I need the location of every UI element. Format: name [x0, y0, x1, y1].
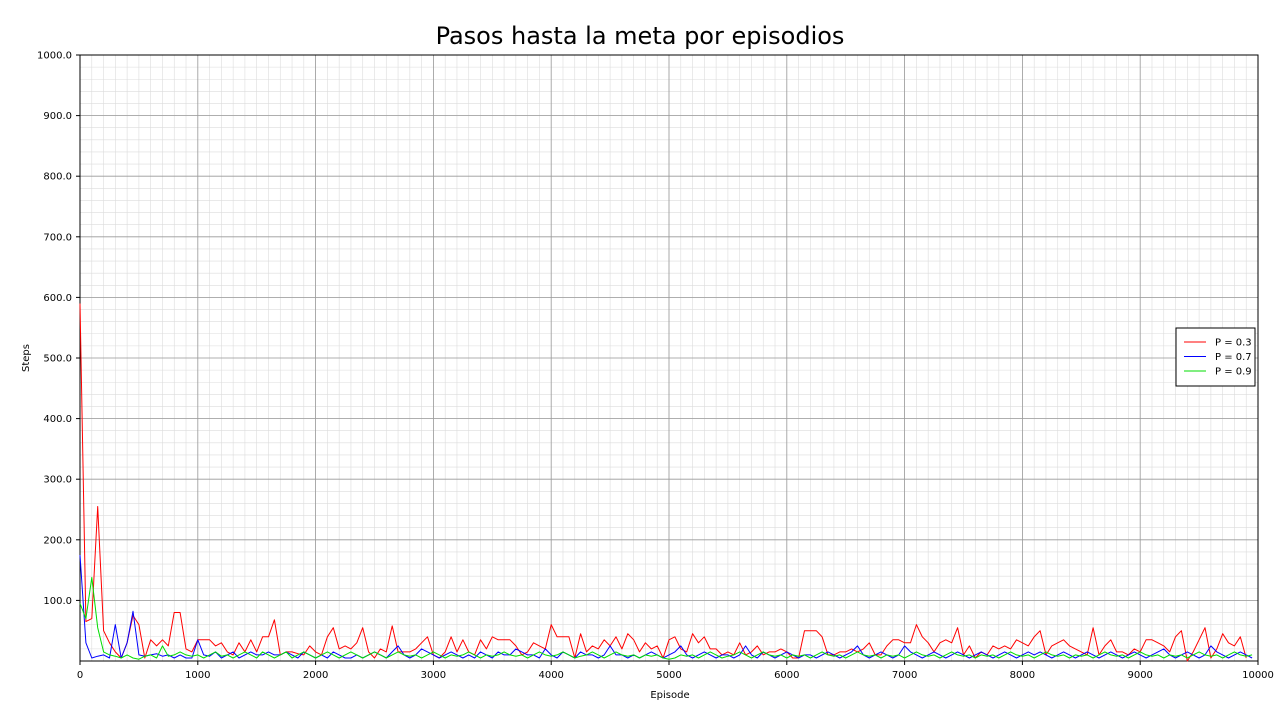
x-tick-label: 1000 — [185, 670, 210, 681]
x-tick-label: 5000 — [656, 670, 681, 681]
y-axis-ticks: 100.0 200.0 300.0 400.0 500.0 600.0 700.0 800.0… — [37, 51, 80, 607]
x-tick-label: 9000 — [1127, 670, 1152, 681]
series-layer — [79, 303, 1253, 662]
x-tick-label: 7000 — [892, 670, 917, 681]
legend: P = 0.3 P = 0.7 P = 0.9 — [1175, 327, 1256, 387]
x-tick-label: 6000 — [774, 670, 799, 681]
legend-label-1: P = 0.3 — [1215, 338, 1252, 349]
y-tick-label: 500.0 — [43, 354, 72, 365]
y-tick-label: 900.0 — [43, 111, 72, 122]
legend-label-2: P = 0.7 — [1215, 352, 1252, 363]
y-tick-label: 100.0 — [43, 596, 72, 607]
series-line-2 — [79, 554, 1253, 659]
chart-title: Pasos hasta la meta por episodios — [436, 22, 845, 50]
legend-label-3: P = 0.9 — [1215, 367, 1252, 378]
y-axis-label: Steps — [21, 344, 32, 372]
y-tick-label: 300.0 — [43, 475, 72, 486]
x-tick-label: 2000 — [303, 670, 328, 681]
series-line-3 — [79, 576, 1253, 660]
x-axis-ticks: 0 1000 2000 3000 4000 5000 6000 7000 8000 9000 100… — [77, 661, 1274, 681]
x-tick-label: 10000 — [1242, 670, 1274, 681]
y-tick-label: 200.0 — [43, 535, 72, 546]
y-tick-label: 1000.0 — [37, 51, 72, 62]
y-tick-label: 400.0 — [43, 414, 72, 425]
x-axis-label: Episode — [650, 690, 689, 701]
x-tick-label: 8000 — [1010, 670, 1035, 681]
y-tick-label: 700.0 — [43, 232, 72, 243]
y-tick-label: 800.0 — [43, 172, 72, 183]
x-tick-label: 3000 — [421, 670, 446, 681]
x-tick-label: 4000 — [538, 670, 563, 681]
x-tick-label: 0 — [77, 670, 83, 681]
series-line-1 — [79, 303, 1247, 662]
y-tick-label: 600.0 — [43, 293, 72, 304]
